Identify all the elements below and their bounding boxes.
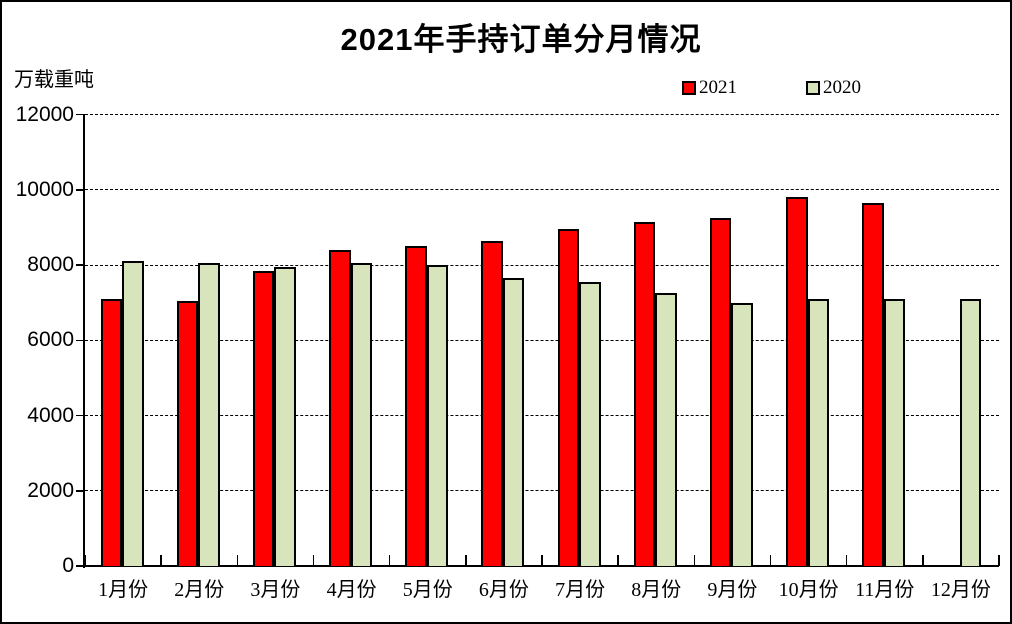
y-axis-unit-label: 万载重吨 — [14, 69, 94, 91]
x-tick-label-m3: 3月份 — [250, 579, 301, 601]
bar-2020-m2 — [198, 263, 220, 566]
x-tick-label-m5: 5月份 — [402, 579, 453, 601]
x-boundary-tick-9 — [769, 555, 772, 566]
y-tick-label-4000: 4000 — [27, 403, 74, 427]
bar-2020-m5 — [426, 265, 449, 566]
x-tick-label-m11: 11月份 — [855, 579, 915, 601]
x-boundary-tick-5 — [465, 555, 467, 566]
x-boundary-tick-10 — [845, 555, 848, 566]
x-tick-label-m9: 9月份 — [707, 579, 758, 601]
legend-swatch-2021 — [682, 81, 696, 95]
x-tick-label-m12: 12月份 — [930, 579, 991, 601]
y-tick-2000 — [76, 490, 84, 492]
legend-swatch-2020 — [806, 81, 820, 95]
bar-2020-m4 — [350, 263, 372, 566]
legend-item-2020: 2020 — [806, 77, 861, 98]
bar-2021-m7 — [557, 229, 579, 566]
bar-2021-m5 — [405, 246, 427, 566]
bar-2020-m12 — [959, 298, 982, 566]
x-boundary-tick-7 — [617, 555, 619, 566]
x-tick-label-m10: 10月份 — [778, 579, 839, 601]
x-axis-line — [83, 565, 999, 567]
legend-item-2021: 2021 — [682, 77, 737, 98]
x-tick-label-m6: 6月份 — [478, 579, 529, 601]
bar-2021-m4 — [329, 249, 351, 566]
gridline-4000 — [85, 415, 999, 416]
gridline-2000 — [85, 490, 999, 492]
x-boundary-tick-4 — [388, 555, 391, 566]
x-tick-label-m4: 4月份 — [326, 579, 377, 601]
x-tick-label-m1: 1月份 — [98, 579, 149, 601]
bar-2021-m8 — [633, 221, 656, 566]
bar-2020-m9 — [731, 302, 753, 566]
y-tick-label-8000: 8000 — [27, 253, 74, 276]
y-tick-8000 — [76, 264, 84, 266]
bar-2021-m3 — [252, 270, 275, 566]
y-tick-6000 — [76, 339, 84, 341]
x-tick-label-m2: 2月份 — [174, 579, 225, 601]
x-boundary-tick-0 — [84, 555, 86, 566]
legend-label-2020: 2020 — [823, 77, 861, 98]
x-boundary-tick-11 — [922, 555, 924, 566]
x-tick-label-m7: 7月份 — [555, 579, 606, 601]
bar-2021-m11 — [862, 202, 884, 566]
y-tick-label-2000: 2000 — [27, 478, 74, 502]
x-boundary-tick-2 — [236, 555, 239, 566]
y-tick-4000 — [76, 414, 84, 417]
bar-2021-m2 — [176, 300, 199, 566]
bar-2021-m1 — [100, 298, 122, 566]
bar-2020-m6 — [502, 278, 525, 566]
gridline-8000 — [85, 264, 999, 266]
bar-2020-m11 — [883, 298, 906, 566]
x-boundary-tick-3 — [312, 555, 315, 566]
x-boundary-tick-8 — [693, 555, 696, 566]
bar-2020-m7 — [579, 281, 601, 566]
bar-2020-m3 — [274, 266, 296, 566]
bar-2021-m9 — [709, 217, 732, 566]
x-boundary-tick-12 — [998, 555, 1000, 566]
chart-title: 2021年手持订单分月情况 — [340, 22, 702, 57]
y-tick-label-12000: 12000 — [15, 102, 74, 126]
x-boundary-tick-6 — [541, 555, 543, 566]
x-tick-label-m8: 8月份 — [631, 579, 682, 601]
y-tick-label-0: 0 — [62, 554, 74, 577]
y-tick-0 — [76, 565, 84, 567]
bar-2020-m10 — [807, 298, 829, 566]
x-boundary-tick-1 — [160, 555, 162, 566]
legend-label-2021: 2021 — [699, 77, 737, 98]
bar-2021-m6 — [481, 240, 503, 566]
y-tick-label-6000: 6000 — [27, 328, 74, 352]
y-tick-12000 — [76, 113, 84, 116]
y-axis-line — [83, 114, 85, 568]
bar-2020-m8 — [655, 293, 677, 566]
y-tick-label-10000: 10000 — [15, 177, 74, 201]
gridline-12000 — [85, 114, 999, 115]
bar-2021-m10 — [786, 197, 808, 566]
y-tick-10000 — [76, 189, 84, 191]
gridline-10000 — [85, 189, 999, 191]
bar-2020-m1 — [122, 261, 144, 566]
gridline-6000 — [85, 339, 999, 341]
